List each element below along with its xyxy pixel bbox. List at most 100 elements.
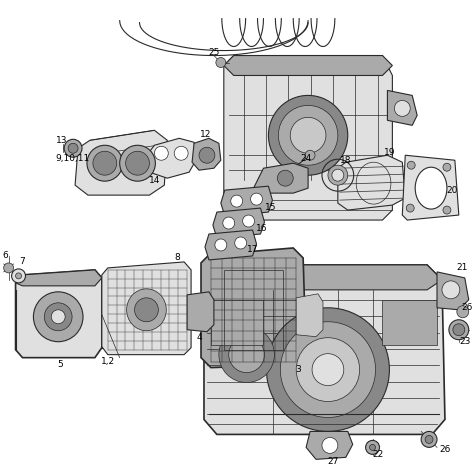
Polygon shape — [211, 300, 264, 345]
Polygon shape — [383, 300, 437, 345]
Circle shape — [266, 308, 390, 431]
Polygon shape — [224, 55, 392, 75]
Polygon shape — [306, 431, 353, 459]
Circle shape — [126, 151, 149, 175]
Text: 3: 3 — [295, 365, 301, 374]
Circle shape — [322, 438, 338, 453]
Circle shape — [290, 118, 326, 153]
Polygon shape — [102, 262, 191, 355]
Text: 8: 8 — [174, 254, 180, 263]
Circle shape — [251, 193, 263, 205]
Circle shape — [268, 95, 348, 175]
Circle shape — [280, 322, 375, 418]
Circle shape — [174, 146, 188, 160]
Circle shape — [453, 324, 465, 336]
Circle shape — [442, 281, 460, 299]
Text: 13: 13 — [56, 136, 68, 145]
Circle shape — [93, 151, 117, 175]
Text: 5: 5 — [57, 360, 63, 369]
Text: 16: 16 — [256, 224, 267, 233]
Polygon shape — [201, 248, 306, 368]
Circle shape — [155, 146, 168, 160]
Circle shape — [135, 298, 158, 322]
Circle shape — [243, 215, 255, 227]
Text: 26: 26 — [439, 445, 451, 454]
Polygon shape — [387, 91, 417, 125]
Circle shape — [199, 147, 215, 163]
Circle shape — [312, 354, 344, 385]
Circle shape — [45, 303, 72, 331]
Circle shape — [215, 239, 227, 251]
Polygon shape — [221, 186, 273, 216]
Polygon shape — [204, 265, 445, 434]
Text: 7: 7 — [19, 257, 26, 266]
Polygon shape — [205, 230, 256, 260]
Polygon shape — [296, 294, 323, 337]
Polygon shape — [16, 270, 102, 286]
Circle shape — [68, 143, 78, 153]
Circle shape — [278, 105, 338, 165]
Circle shape — [296, 337, 360, 401]
Circle shape — [421, 431, 437, 447]
Circle shape — [216, 57, 226, 67]
Polygon shape — [187, 292, 214, 332]
Circle shape — [328, 165, 348, 185]
Circle shape — [223, 217, 235, 229]
Circle shape — [443, 163, 451, 171]
Circle shape — [370, 445, 375, 450]
Polygon shape — [204, 265, 442, 290]
Circle shape — [34, 292, 83, 342]
Text: 4: 4 — [196, 333, 202, 342]
Circle shape — [235, 237, 246, 249]
Polygon shape — [402, 155, 459, 220]
Circle shape — [231, 195, 243, 207]
Circle shape — [457, 306, 469, 318]
Circle shape — [449, 320, 469, 340]
Ellipse shape — [415, 167, 447, 209]
Circle shape — [219, 327, 274, 383]
Circle shape — [443, 206, 451, 214]
Circle shape — [407, 161, 415, 169]
Text: 15: 15 — [264, 202, 276, 211]
Text: 24: 24 — [301, 154, 312, 163]
Polygon shape — [16, 270, 102, 358]
Ellipse shape — [127, 289, 166, 331]
Circle shape — [406, 204, 414, 212]
Text: 23: 23 — [459, 337, 471, 346]
Circle shape — [51, 310, 65, 324]
Text: 12: 12 — [201, 130, 212, 139]
Polygon shape — [75, 130, 167, 195]
Text: 25: 25 — [208, 48, 219, 57]
Circle shape — [120, 145, 155, 181]
Text: 18: 18 — [340, 156, 352, 165]
Text: 1,2: 1,2 — [101, 357, 115, 366]
Circle shape — [11, 269, 26, 283]
Text: 14: 14 — [149, 176, 160, 185]
Circle shape — [425, 436, 433, 443]
Circle shape — [394, 100, 410, 116]
Polygon shape — [192, 138, 221, 170]
Polygon shape — [338, 155, 405, 210]
Polygon shape — [213, 208, 264, 238]
Circle shape — [4, 263, 14, 273]
Text: 17: 17 — [247, 246, 258, 255]
Circle shape — [16, 273, 21, 279]
Circle shape — [277, 170, 293, 186]
Text: 27: 27 — [327, 457, 338, 466]
Text: 9,10,11: 9,10,11 — [55, 154, 89, 163]
Circle shape — [332, 169, 344, 181]
Circle shape — [229, 337, 264, 373]
Text: 21: 21 — [456, 264, 467, 273]
Circle shape — [87, 145, 123, 181]
Text: 22: 22 — [372, 450, 383, 459]
Polygon shape — [254, 163, 308, 193]
Text: 19: 19 — [383, 148, 395, 157]
Circle shape — [365, 440, 380, 455]
Text: 20: 20 — [446, 186, 457, 195]
Text: 26: 26 — [461, 303, 473, 312]
Circle shape — [305, 150, 315, 160]
Polygon shape — [437, 272, 469, 310]
Polygon shape — [224, 55, 392, 220]
Circle shape — [64, 139, 82, 157]
Text: 6: 6 — [3, 251, 9, 260]
